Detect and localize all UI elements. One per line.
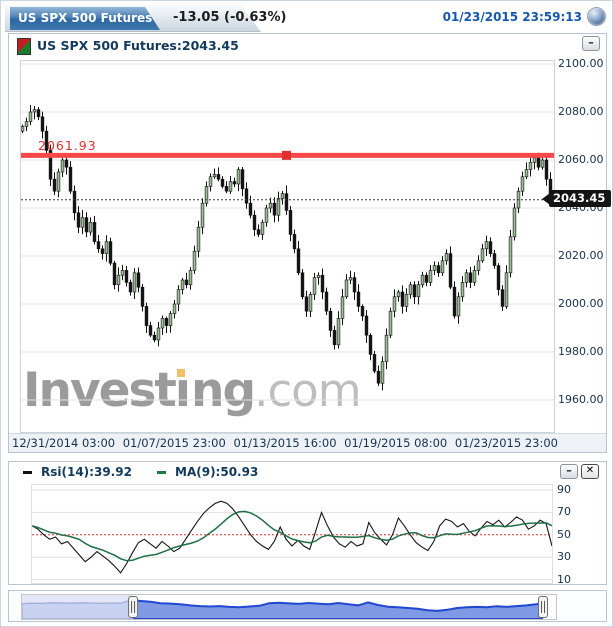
- price-y-tick: 1980.00: [558, 345, 604, 358]
- rsi-chart[interactable]: [31, 485, 553, 583]
- ma-legend-label: MA(9):50.93: [175, 465, 259, 479]
- status-sphere-icon[interactable]: [587, 7, 606, 26]
- price-change: -13.05 (-0.63%): [173, 10, 287, 25]
- rsi-panel: Rsi(14):39.92 MA(9):50.93 – ✕ 90 70 50 30 10: [8, 461, 607, 586]
- rsi-y-tick: 10: [557, 572, 571, 586]
- collapse-main-chart-button[interactable]: –: [582, 36, 600, 51]
- watermark-i: ı: [174, 363, 192, 418]
- candlestick-chart[interactable]: [21, 61, 554, 432]
- watermark-text: Invest: [23, 363, 177, 418]
- collapse-rsi-button[interactable]: –: [560, 464, 578, 479]
- rsi-series-swatch: [23, 471, 32, 474]
- navigator-left-handle[interactable]: [128, 596, 139, 618]
- price-y-tick: 1960.00: [558, 393, 604, 406]
- price-y-tick: 2060.00: [558, 153, 604, 166]
- alert-line-label[interactable]: 2061.93: [38, 138, 97, 154]
- watermark-orange-dot: [176, 369, 185, 377]
- series-flag-icon: [17, 38, 31, 55]
- rsi-y-tick: 70: [557, 505, 571, 519]
- last-update-time: 01/23/2015 23:59:13: [442, 9, 582, 24]
- navigator-panel: [8, 590, 607, 622]
- price-y-tick: 2020.00: [558, 249, 604, 262]
- rsi-plot-area[interactable]: [31, 484, 553, 584]
- time-x-tick: 12/31/2014 03:00: [12, 436, 116, 450]
- title-bar: US SPX 500 Futures (... -13.05 (-0.63%) …: [5, 5, 608, 32]
- rsi-y-tick: 90: [557, 483, 571, 496]
- price-y-tick: 2000.00: [558, 297, 604, 310]
- time-x-tick: 01/23/2015 23:00: [454, 436, 558, 450]
- watermark-text-2: ng: [191, 363, 256, 418]
- rsi-legend-row: Rsi(14):39.92 MA(9):50.93 – ✕: [9, 462, 606, 483]
- rsi-legend-label: Rsi(14):39.92: [41, 465, 132, 479]
- time-x-tick: 01/07/2015 23:00: [122, 436, 226, 450]
- main-legend-row: US SPX 500 Futures:2043.45 –: [9, 34, 606, 58]
- time-x-tick: 01/13/2015 16:00: [233, 436, 337, 450]
- series-legend-label: US SPX 500 Futures:2043.45: [37, 38, 239, 53]
- last-price-tag: 2043.45: [541, 190, 612, 208]
- rsi-y-tick: 30: [557, 550, 571, 564]
- price-y-tick: 2080.00: [558, 105, 604, 118]
- close-rsi-button[interactable]: ✕: [581, 464, 599, 479]
- navigator-track[interactable]: [21, 594, 557, 620]
- investing-watermark: Investı ng.com: [23, 363, 362, 418]
- symbol-tab[interactable]: US SPX 500 Futures (...: [10, 7, 160, 30]
- time-x-axis: 12/31/2014 03:00 01/07/2015 23:00 01/13/20…: [9, 433, 606, 452]
- navigator-right-handle[interactable]: [538, 596, 549, 618]
- price-y-tick: 2100.00: [558, 57, 604, 70]
- time-x-tick: 01/19/2015 08:00: [344, 436, 448, 450]
- main-chart-panel: US SPX 500 Futures:2043.45 – Investı ng.c…: [8, 33, 612, 453]
- rsi-y-tick: 50: [557, 527, 571, 541]
- ma-series-swatch: [157, 471, 166, 474]
- watermark-suffix: .com: [254, 364, 361, 417]
- navigator-chart[interactable]: [22, 595, 556, 619]
- price-plot-area[interactable]: Investı ng.com 2061.93: [20, 60, 555, 433]
